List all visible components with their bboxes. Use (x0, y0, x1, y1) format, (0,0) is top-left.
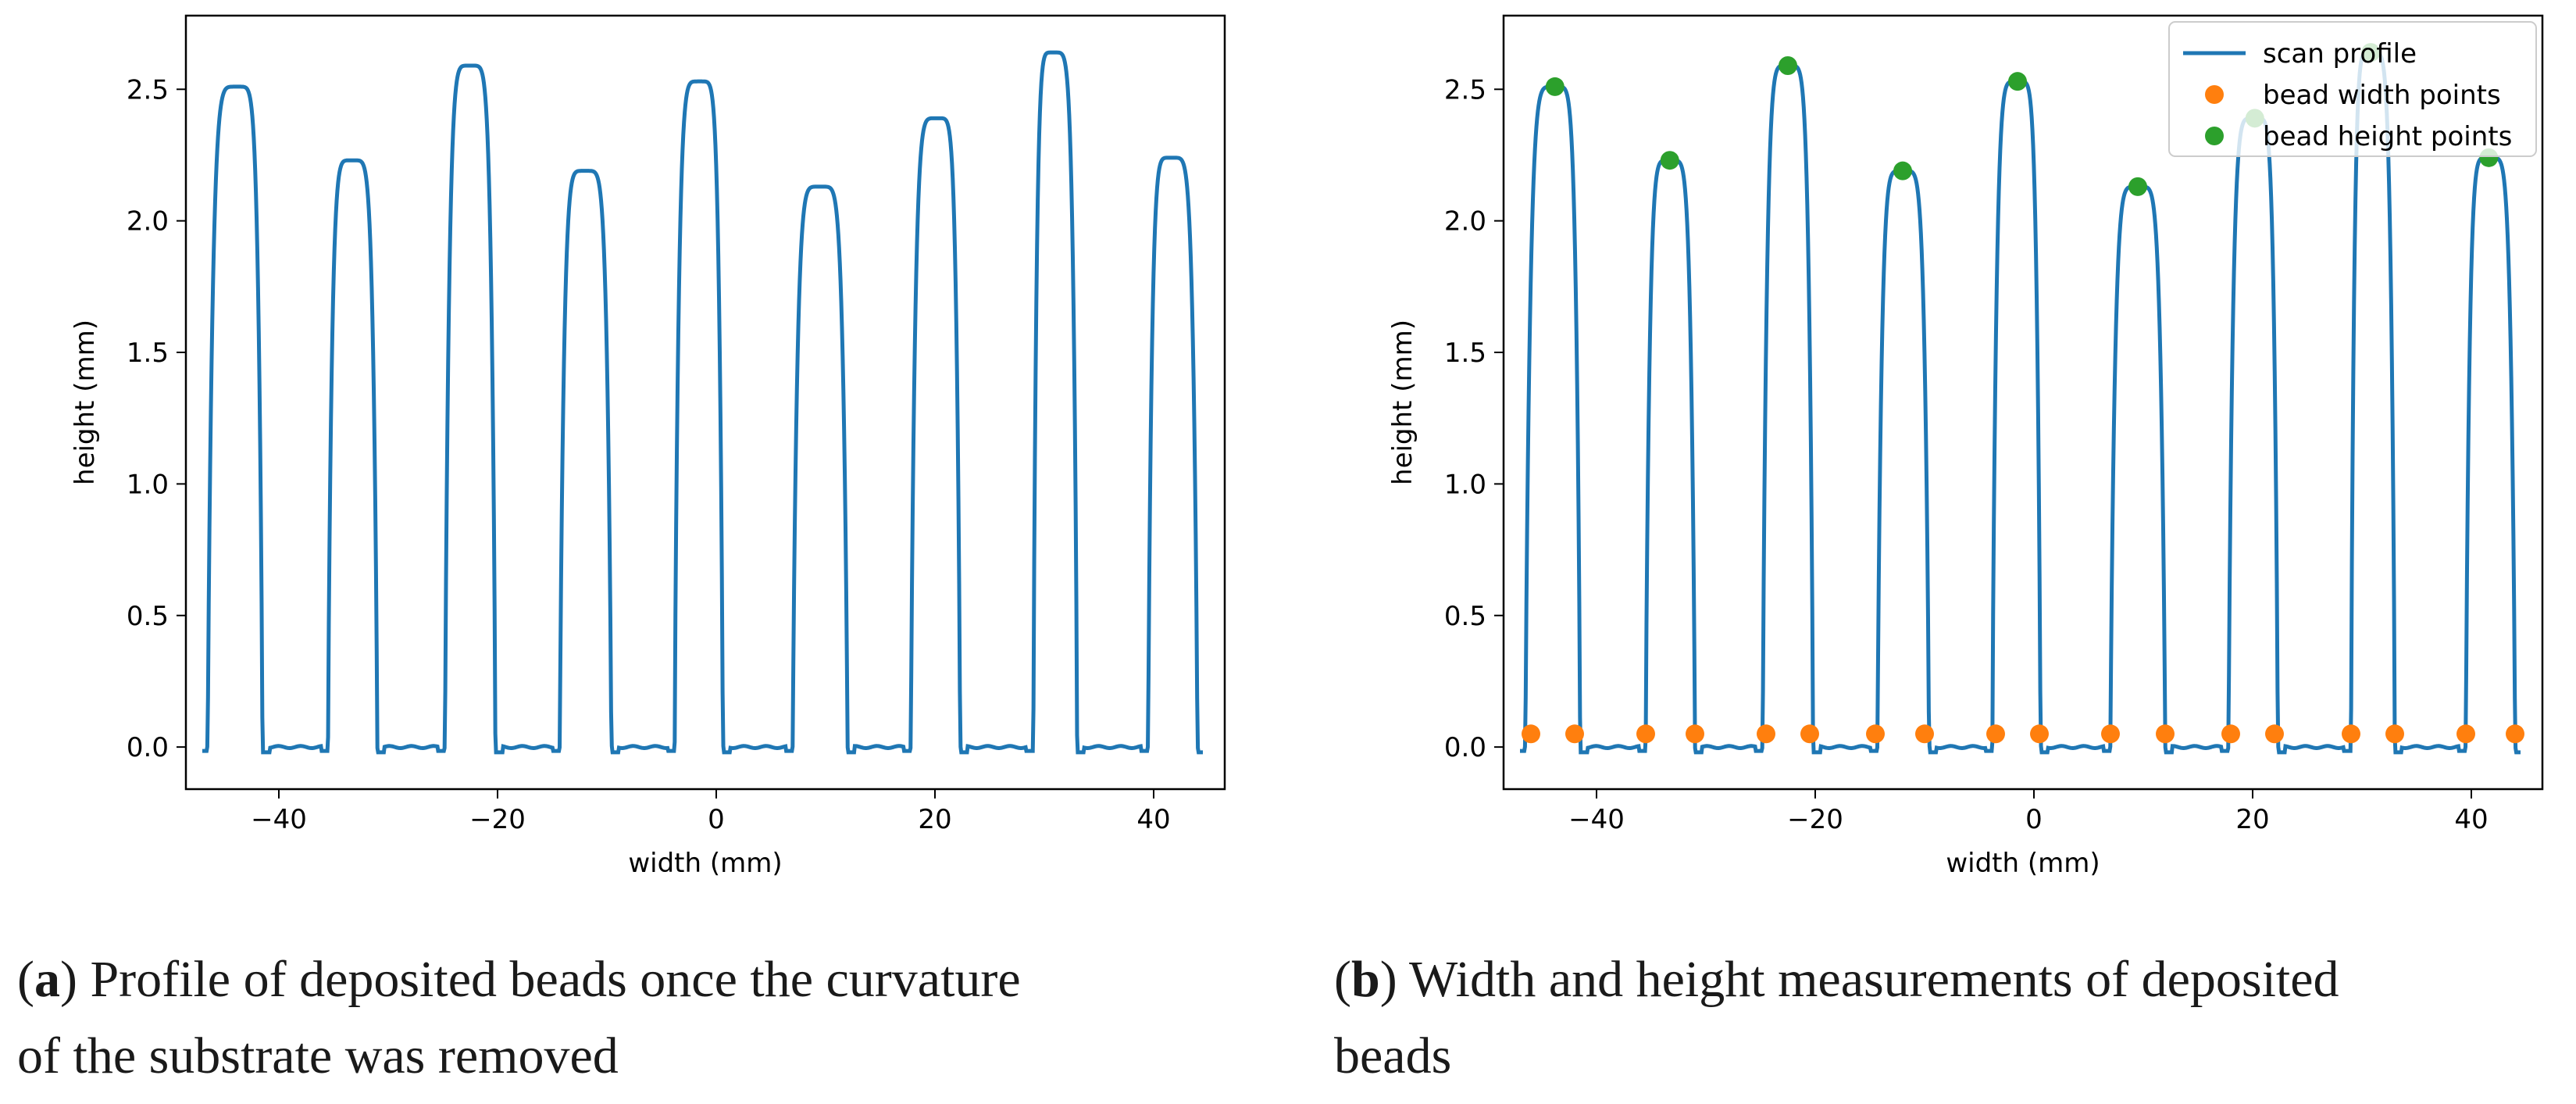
panel-b-xtick-label: 0 (2025, 804, 2043, 835)
bead-height-point (1545, 77, 1565, 96)
bead-height-point (1660, 151, 1679, 170)
panel-b-ytick-label: 2.5 (1444, 74, 1486, 105)
caption-a: (a) Profile of deposited beads once the … (17, 951, 1021, 1084)
panel-a-ytick-label: 1.0 (127, 469, 169, 500)
panel-b-chart: −40 −20 0 20 40 0.0 0.5 1.0 1.5 2.0 2.5 width (mm) h… (1387, 14, 2544, 879)
bead-width-point (2101, 724, 2120, 744)
panel-a-ytick-label: 0.0 (127, 732, 169, 763)
panel-a-plot-frame (184, 14, 1226, 791)
bead-width-point (1800, 724, 1819, 744)
panel-a-chart: −40 −20 0 20 40 0.0 0.5 1.0 1.5 2.0 2.5 width (mm) h… (70, 14, 1226, 879)
caption-a-line2: of the substrate was removed (17, 1027, 619, 1084)
panel-b-legend: scan profile bead width points bead height… (2168, 21, 2537, 157)
legend-box (2168, 21, 2537, 157)
bead-width-point (2156, 724, 2175, 744)
bead-width-point (1757, 724, 1775, 744)
panel-a-ytick-label: 0.5 (127, 601, 169, 632)
panel-b-ytick-label: 1.5 (1444, 338, 1486, 369)
bead-height-point (2008, 72, 2027, 91)
bead-width-point (2456, 724, 2475, 744)
bead-width-point (1565, 724, 1584, 744)
bead-width-point (2030, 724, 2049, 744)
panel-b-ytick-label: 2.0 (1444, 206, 1486, 238)
bead-width-point (2265, 724, 2284, 744)
legend-label: bead height points (2263, 121, 2512, 152)
bead-width-point (1522, 724, 1540, 744)
caption-b-letter: b (1350, 951, 1380, 1008)
panel-a-ytick-label: 2.5 (127, 74, 169, 105)
caption-b-line1: ) Width and height measurements of depos… (1379, 951, 2339, 1008)
panel-a-xlabel: width (mm) (628, 848, 782, 879)
legend-dot-swatch (2205, 127, 2224, 145)
bead-width-point (1636, 724, 1655, 744)
bead-height-point (1893, 161, 1912, 180)
panel-a-scan-profile-line (202, 50, 1203, 755)
panel-a-ytick-label: 1.5 (127, 338, 169, 369)
legend-label: bead width points (2263, 80, 2501, 111)
bead-width-point (1915, 724, 1934, 744)
bead-width-point (2385, 724, 2404, 744)
panel-b-xtick-label: −40 (1568, 804, 1625, 835)
panel-a-xtick-label: 40 (1136, 804, 1170, 835)
bead-width-point (2221, 724, 2240, 744)
legend-label: scan profile (2263, 38, 2417, 70)
panel-b-ytick-label: 1.0 (1444, 469, 1486, 500)
panel-b-ylabel: height (mm) (1387, 320, 1418, 485)
caption-a-letter: a (34, 951, 60, 1008)
panel-b-ytick-label: 0.0 (1444, 732, 1486, 763)
caption-b-line2: beads (1334, 1027, 1452, 1084)
caption-a-line1: ) Profile of deposited beads once the cu… (59, 951, 1021, 1008)
panel-b-xlabel: width (mm) (1946, 848, 2100, 879)
panel-a-ylabel: height (mm) (70, 320, 101, 485)
bead-width-point (1686, 724, 1704, 744)
bead-height-point (2128, 177, 2147, 196)
bead-width-point (2506, 724, 2524, 744)
panel-b-xtick-label: −20 (1787, 804, 1843, 835)
panel-b-ytick-label: 0.5 (1444, 601, 1486, 632)
panel-a-xtick-label: 0 (708, 804, 725, 835)
panel-b-xtick-label: 40 (2454, 804, 2488, 835)
panel-b-plot-frame (1502, 14, 2544, 791)
panel-a-xtick-label: −20 (469, 804, 526, 835)
panel-a-ytick-label: 2.0 (127, 206, 169, 238)
panel-b-xtick-label: 20 (2235, 804, 2269, 835)
legend-dot-swatch (2205, 85, 2224, 104)
bead-width-point (2342, 724, 2360, 744)
bead-width-point (1986, 724, 2005, 744)
bead-height-point (1779, 55, 1797, 75)
panel-a-xtick-label: −40 (251, 804, 307, 835)
caption-b: (b) Width and height measurements of dep… (1334, 951, 2339, 1084)
panel-a-xtick-label: 20 (918, 804, 951, 835)
bead-width-point (1866, 724, 1885, 744)
